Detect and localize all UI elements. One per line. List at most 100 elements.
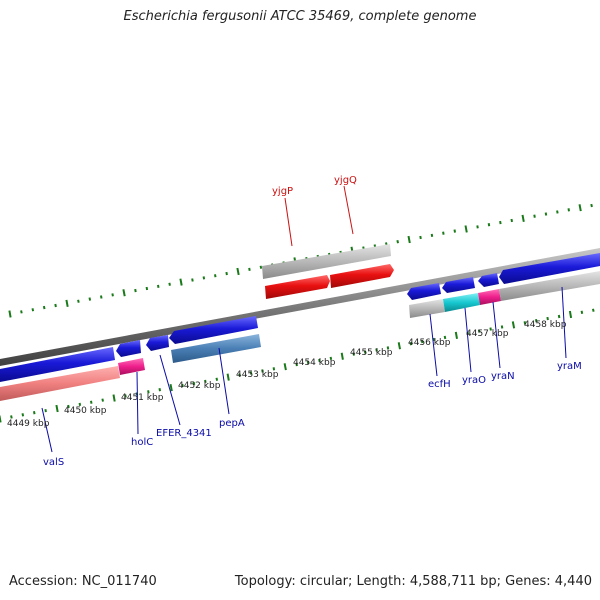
scale-tick xyxy=(442,231,445,235)
scale-tick xyxy=(238,373,241,377)
scale-tick xyxy=(204,379,207,383)
feature-holC[interactable] xyxy=(116,340,141,357)
scale-tick xyxy=(523,321,527,325)
scale-tick xyxy=(464,225,468,233)
scale-tick xyxy=(192,381,196,386)
feature-valS[interactable] xyxy=(0,347,115,382)
scale-tick xyxy=(306,360,310,365)
feature-pepA[interactable] xyxy=(169,316,258,344)
gene-labels: valS holC EFER_4341 pepA ecfH yraO yraN … xyxy=(43,175,582,468)
scale-tick xyxy=(592,308,595,312)
scale-tick xyxy=(236,267,240,276)
scale-tick xyxy=(157,284,160,288)
gene-label-yjgQ[interactable]: yjgQ xyxy=(334,175,357,186)
scale-label: 4449 kbp xyxy=(7,419,50,429)
genome-stats-label: Topology: circular; Length: 4,588,711 bp… xyxy=(234,574,592,589)
scale-labels: 4449 kbp 4450 kbp 4451 kbp 4452 kbp 4453… xyxy=(7,320,567,429)
scale-tick xyxy=(44,409,47,413)
feature-yjgP[interactable] xyxy=(265,275,330,299)
feature-gray-yjgP-region[interactable] xyxy=(262,244,391,279)
scale-label: 4453 kbp xyxy=(236,370,279,380)
scale-tick xyxy=(419,235,422,240)
gene-label-yraO[interactable]: yraO xyxy=(462,375,486,386)
genome-title: Escherichia fergusonii ATCC 35469, compl… xyxy=(123,9,477,24)
scale-tick xyxy=(168,282,171,286)
scale-tick xyxy=(112,394,116,402)
feature-yjgQ[interactable] xyxy=(330,264,394,288)
scale-label: 4458 kbp xyxy=(524,320,567,330)
scale-tick xyxy=(318,358,321,363)
scale-tick xyxy=(420,339,424,344)
scale-tick xyxy=(386,346,390,350)
scale-tick xyxy=(67,404,70,409)
feature-gray-yraM[interactable] xyxy=(499,271,600,301)
feature-trna[interactable] xyxy=(118,358,145,375)
scale-tick xyxy=(407,235,411,244)
feature-yraO[interactable] xyxy=(442,277,475,293)
feature-ecfH[interactable] xyxy=(407,283,441,300)
feature-yraM[interactable] xyxy=(499,253,600,284)
scale-tick xyxy=(557,314,561,319)
gene-label-lines xyxy=(41,185,567,453)
scale-tick xyxy=(77,299,80,303)
scale-tick xyxy=(21,413,25,417)
reverse-strand-features xyxy=(0,253,600,401)
scale-tick xyxy=(101,398,104,402)
scale-tick xyxy=(54,303,57,308)
scale-tick xyxy=(352,352,355,356)
scale-tick xyxy=(340,352,344,360)
scale-tick xyxy=(90,400,93,404)
scale-tick xyxy=(535,319,538,323)
inner-tick-ring xyxy=(0,308,595,423)
feature-EFER_4341[interactable] xyxy=(146,335,169,351)
scale-tick xyxy=(169,384,173,392)
scale-tick xyxy=(215,377,219,381)
gene-label-holC[interactable]: holC xyxy=(131,437,153,448)
gene-label-EFER_4341[interactable]: EFER_4341 xyxy=(156,428,212,439)
scale-tick xyxy=(568,310,573,319)
scale-tick xyxy=(78,402,82,406)
scale-tick xyxy=(396,240,399,244)
scale-tick xyxy=(88,297,92,301)
scale-tick xyxy=(272,367,276,371)
scale-tick xyxy=(397,342,401,350)
scale-label: 4452 kbp xyxy=(178,381,221,391)
scale-tick xyxy=(65,299,69,307)
feature-rrna[interactable] xyxy=(0,366,120,401)
scale-label: 4457 kbp xyxy=(466,329,509,339)
gene-label-valS[interactable]: valS xyxy=(43,457,64,468)
scale-tick xyxy=(580,310,584,314)
scale-tick xyxy=(191,278,194,282)
scale-tick xyxy=(111,293,114,297)
scale-label: 4450 kbp xyxy=(64,406,107,416)
scale-tick xyxy=(567,208,570,212)
scale-tick xyxy=(295,362,298,367)
scale-tick xyxy=(578,204,582,212)
scale-tick xyxy=(375,348,378,352)
scale-tick xyxy=(158,388,161,392)
scale-tick xyxy=(33,411,36,415)
scale-tick xyxy=(261,369,264,373)
gene-label-ecfH[interactable]: ecfH xyxy=(428,379,451,390)
scale-tick xyxy=(181,383,184,388)
scale-label: 4456 kbp xyxy=(408,338,451,348)
gene-label-yjgP[interactable]: yjgP xyxy=(272,186,293,197)
feature-steel[interactable] xyxy=(171,334,261,363)
feature-cyan[interactable] xyxy=(443,293,480,312)
gene-label-yraM[interactable]: yraM xyxy=(557,361,582,372)
scale-tick xyxy=(249,371,253,375)
feature-magenta[interactable] xyxy=(478,289,501,305)
scale-tick xyxy=(489,327,492,331)
scale-tick xyxy=(214,274,217,278)
feature-gray-ecfH[interactable] xyxy=(409,299,445,318)
scale-tick xyxy=(544,212,548,216)
gene-label-yraN[interactable]: yraN xyxy=(491,371,515,382)
gene-label-pepA[interactable]: pepA xyxy=(219,418,245,429)
feature-yraN-blue[interactable] xyxy=(478,273,499,287)
scale-tick xyxy=(42,305,46,310)
scale-tick xyxy=(499,220,502,225)
scale-tick xyxy=(122,289,126,297)
scale-tick xyxy=(8,310,12,318)
scale-tick xyxy=(202,276,206,280)
chromosome-backbone xyxy=(0,248,600,366)
